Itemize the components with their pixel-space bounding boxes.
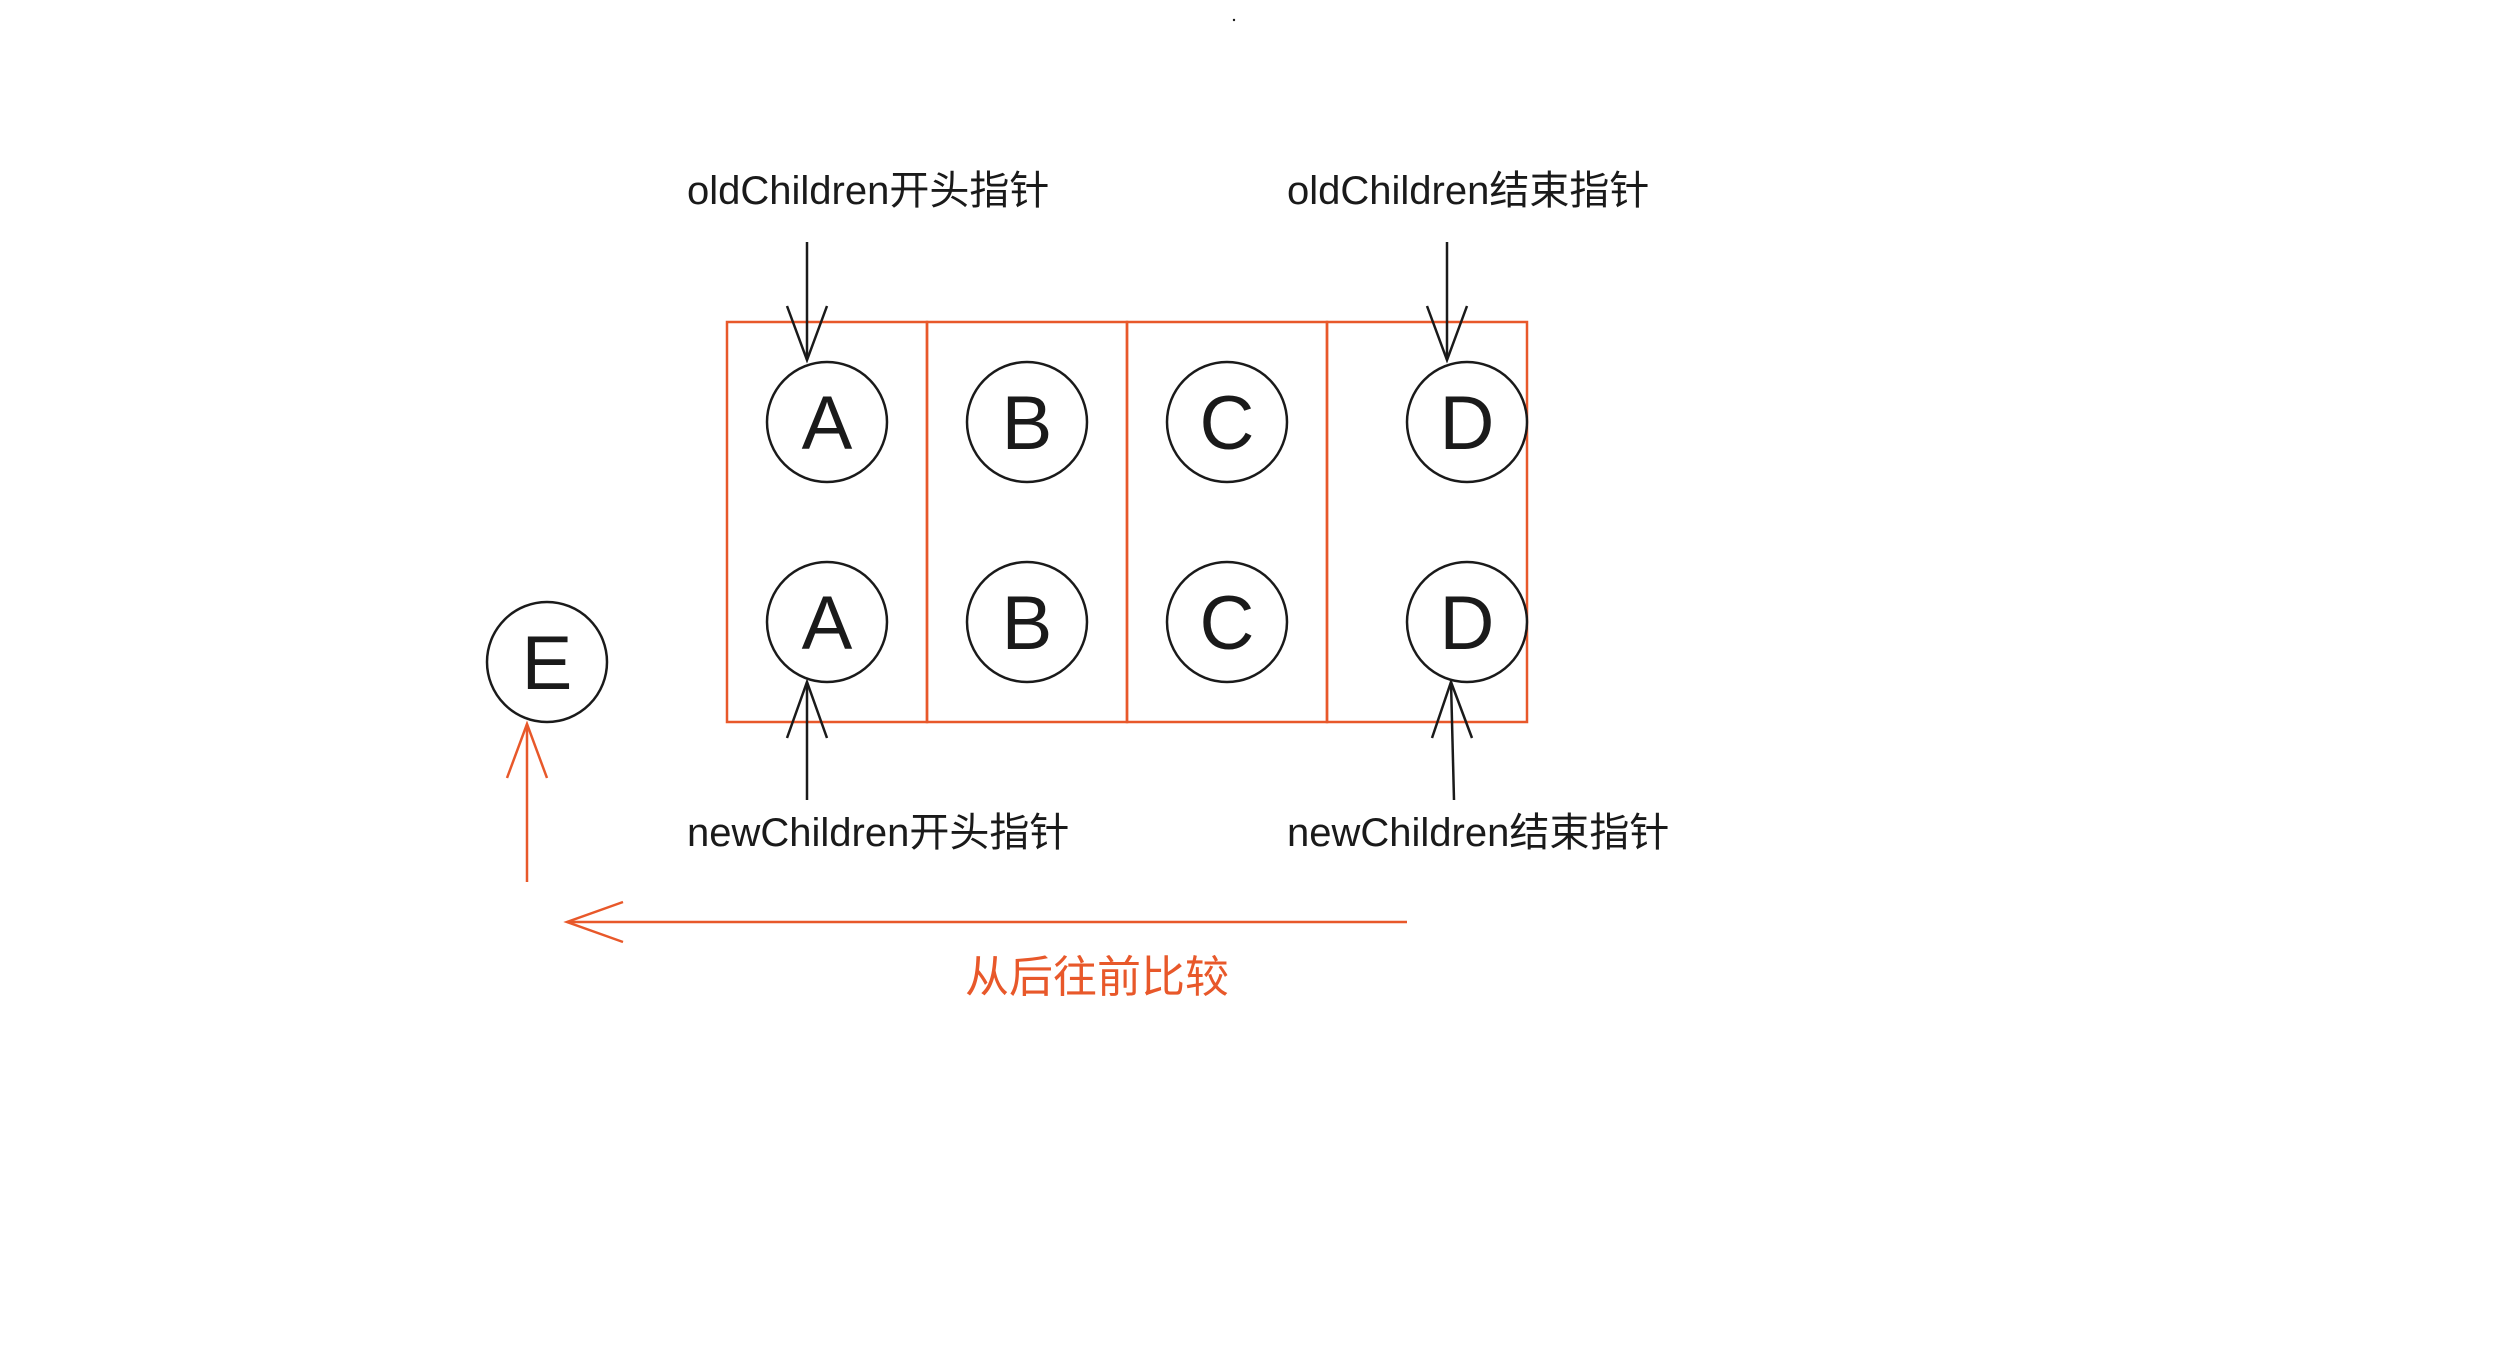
new-node-a: A (765, 560, 889, 684)
new-node-d-label: D (1440, 581, 1495, 666)
old-node-c: C (1165, 360, 1289, 484)
old-start-pointer-arrow (785, 242, 829, 364)
extra-node-e-label: E (522, 621, 573, 706)
old-node-d-label: D (1440, 381, 1495, 466)
old-end-pointer-label: oldChildren结束指针 (1287, 169, 1649, 213)
new-node-c-label: C (1200, 581, 1255, 666)
new-node-c: C (1165, 560, 1289, 684)
old-children-row: A B C D (765, 360, 1529, 484)
insert-arrow (505, 720, 549, 882)
old-node-b: B (965, 360, 1089, 484)
new-node-b-label: B (1002, 581, 1053, 666)
old-end-pointer-arrow (1425, 242, 1469, 364)
old-node-a: A (765, 360, 889, 484)
old-node-b-label: B (1002, 381, 1053, 466)
table-column-4 (1325, 320, 1529, 724)
old-start-pointer-label: oldChildren开头指针 (687, 169, 1049, 213)
node-table (725, 320, 1529, 724)
old-node-c-label: C (1200, 381, 1255, 466)
stray-dot (1232, 18, 1236, 22)
new-end-pointer-arrow (1430, 678, 1474, 801)
new-node-d: D (1405, 560, 1529, 684)
extra-node-e: E (485, 600, 609, 724)
direction-label: 从后往前比较 (965, 953, 1229, 1002)
direction-arrow (563, 900, 1407, 944)
new-node-b: B (965, 560, 1089, 684)
new-start-pointer-arrow (785, 678, 829, 800)
new-children-row: A B C D (765, 560, 1529, 684)
old-node-a-label: A (802, 381, 853, 466)
new-end-pointer-label: newChildren结束指针 (1287, 811, 1669, 855)
new-start-pointer-label: newChildren开头指针 (687, 811, 1069, 855)
new-node-a-label: A (802, 581, 853, 666)
old-node-d: D (1405, 360, 1529, 484)
